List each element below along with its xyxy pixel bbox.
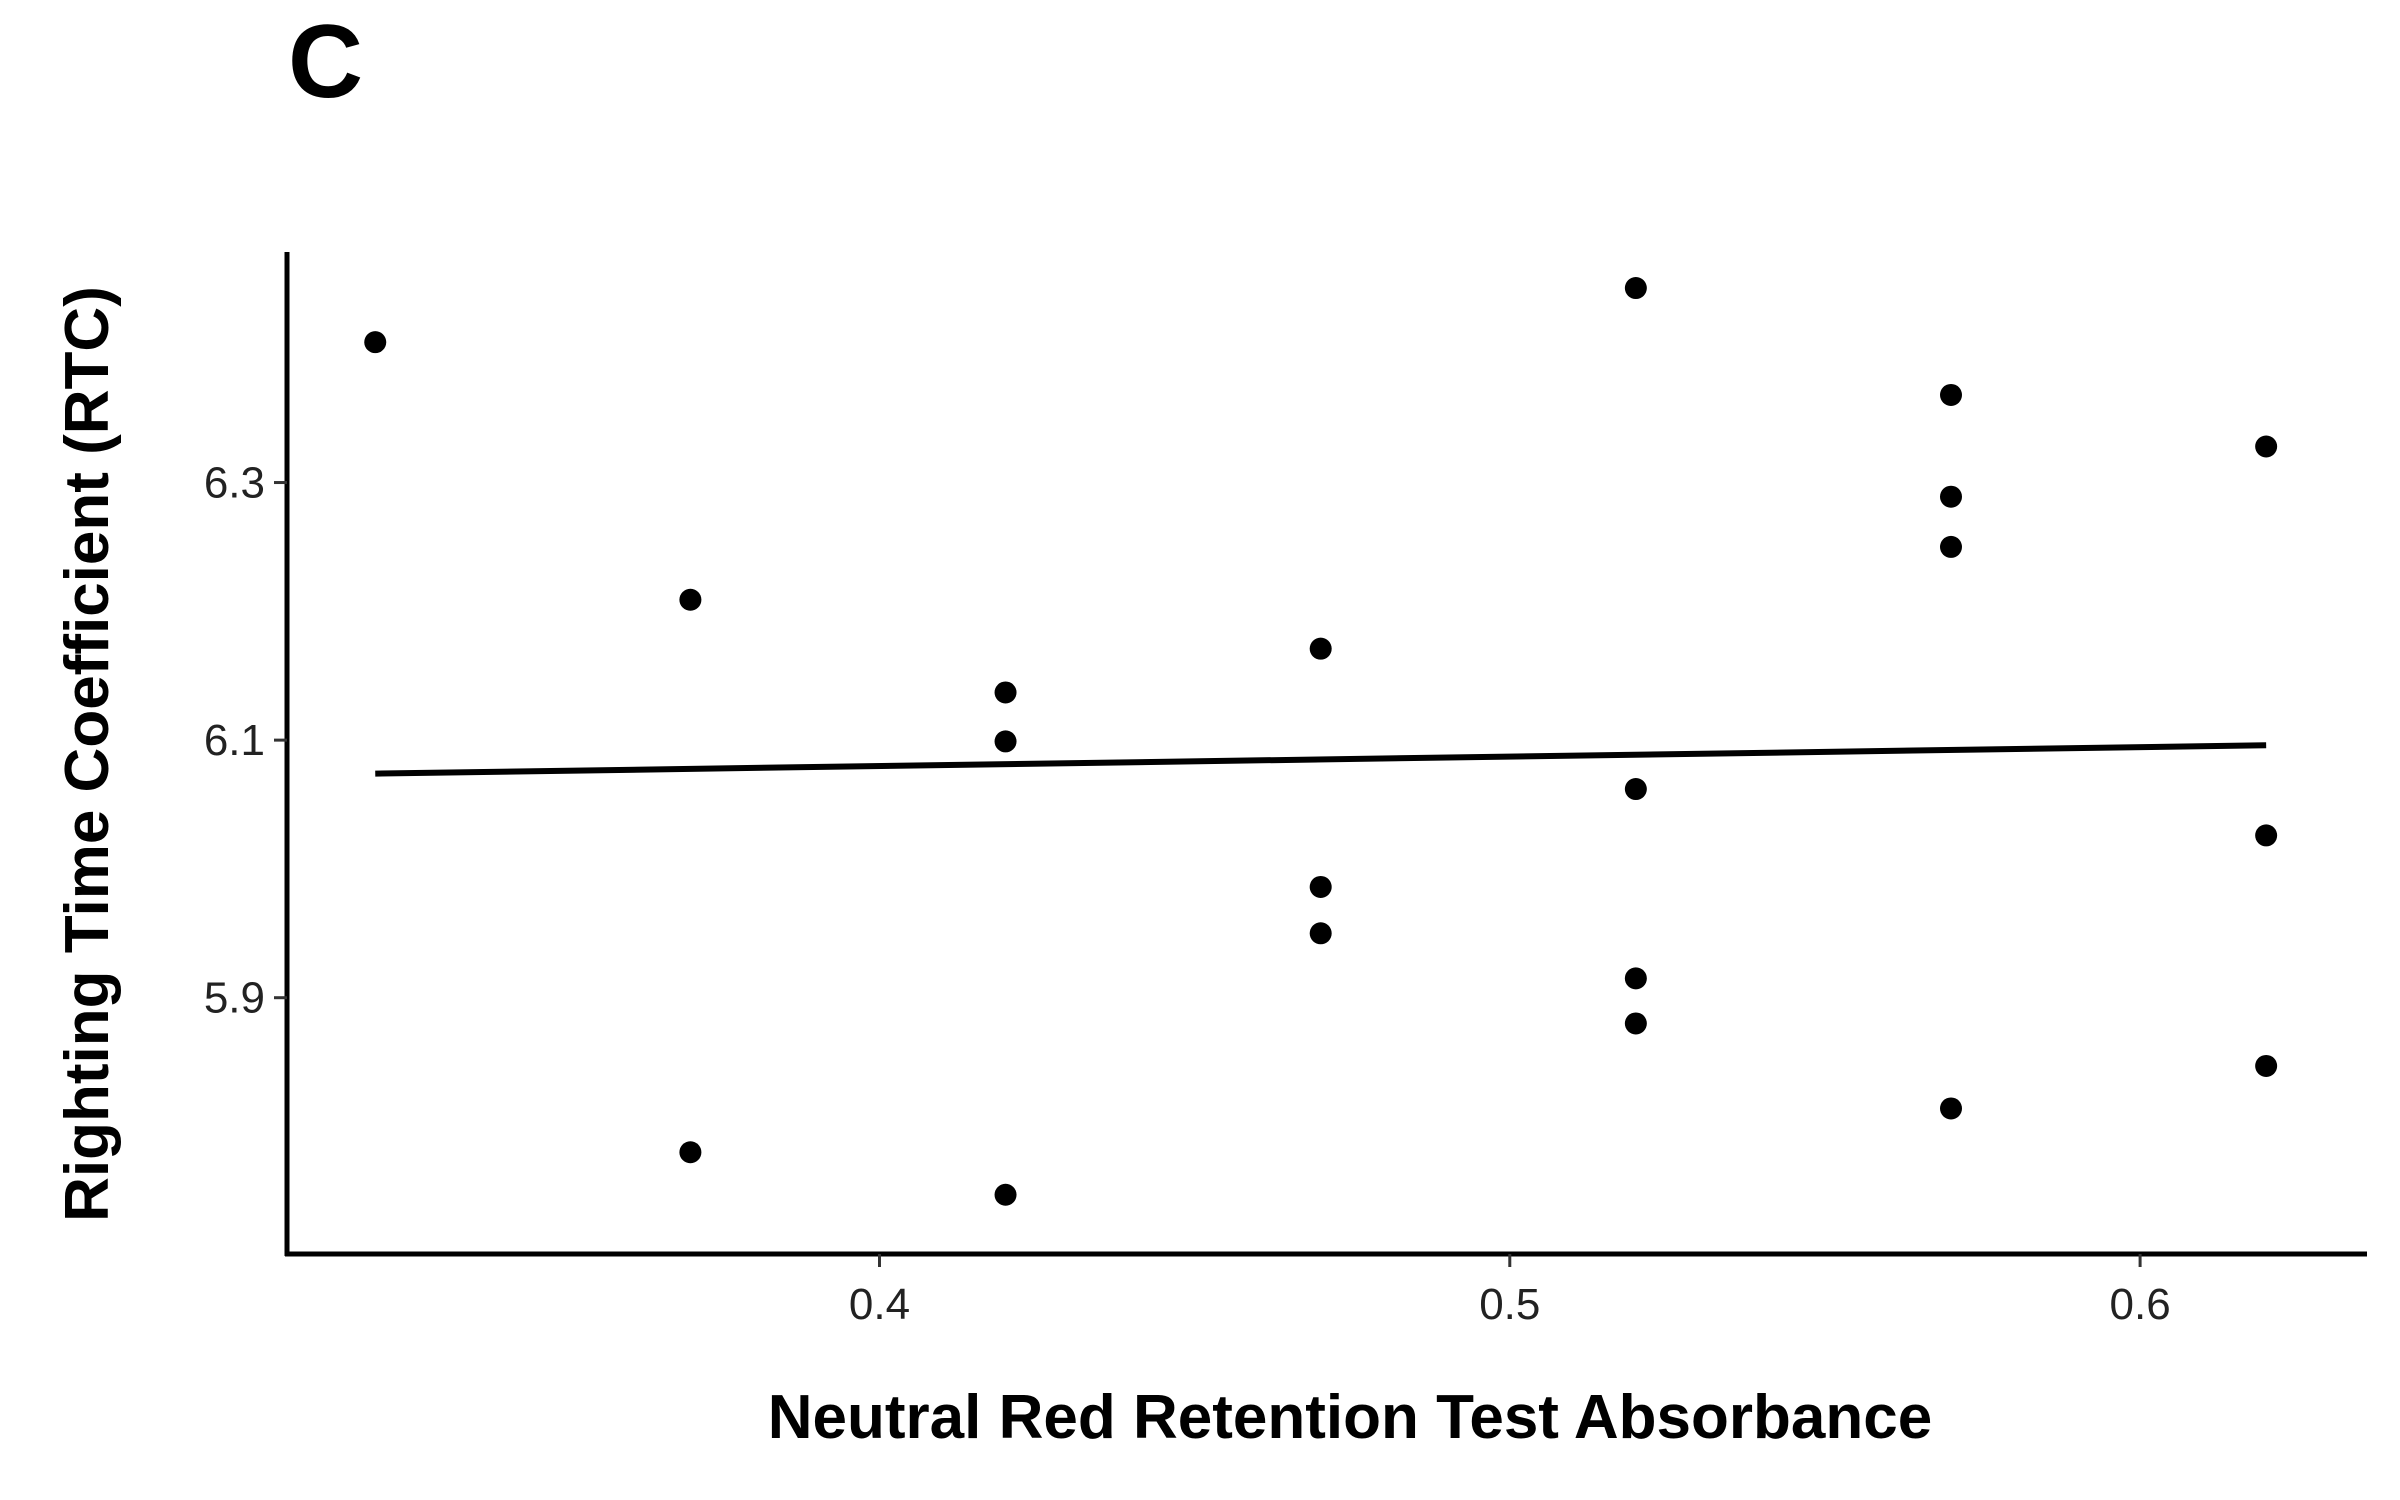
data-point <box>994 730 1017 753</box>
data-point <box>994 1183 1017 1206</box>
data-point <box>1940 535 1962 558</box>
data-point <box>1624 277 1647 300</box>
data-point <box>994 681 1017 704</box>
y-tick-label: 6.3 <box>204 459 265 508</box>
data-point <box>364 331 387 354</box>
data-point <box>1309 637 1332 660</box>
data-point <box>1624 967 1647 990</box>
data-point <box>1940 1097 1962 1120</box>
trend-line <box>375 742 2267 777</box>
data-point <box>679 588 702 611</box>
data-point <box>1624 778 1647 801</box>
y-tick-label: 5.9 <box>204 974 265 1023</box>
y-tick-label: 6.1 <box>204 716 265 765</box>
plot-area: 0.4 0.5 0.6 5.9 6.1 6.3 <box>204 252 2367 1329</box>
x-tick-label: 0.6 <box>2110 1280 2171 1329</box>
x-axis-title: Neutral Red Retention Test Absorbance <box>768 1383 1932 1452</box>
data-point <box>2255 435 2278 458</box>
data-point <box>1940 485 1962 508</box>
panel-label: C <box>288 4 364 120</box>
data-point <box>1309 922 1332 945</box>
y-axis-title: Righting Time Coefficient (RTC) <box>53 286 122 1222</box>
data-point <box>1309 875 1332 898</box>
data-point <box>1624 1012 1647 1035</box>
data-point <box>679 1141 702 1164</box>
data-point <box>2255 1054 2278 1077</box>
data-point <box>1940 383 1962 406</box>
x-tick-label: 0.4 <box>849 1280 910 1329</box>
data-point <box>2255 824 2278 847</box>
x-tick-label: 0.5 <box>1479 1280 1540 1329</box>
